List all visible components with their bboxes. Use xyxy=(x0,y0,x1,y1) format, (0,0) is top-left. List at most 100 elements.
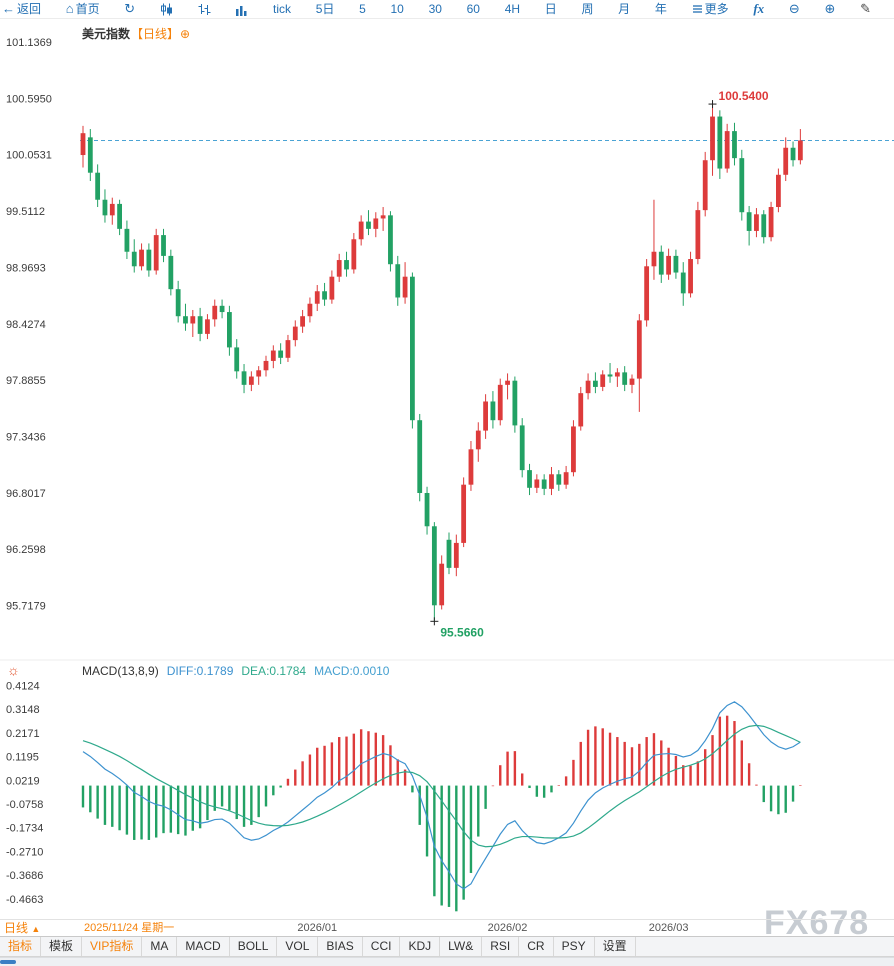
svg-text:96.2598: 96.2598 xyxy=(6,544,46,556)
candle-body xyxy=(146,249,152,271)
add-indicator-icon[interactable]: ⊕ xyxy=(180,26,191,41)
period-tick-button[interactable]: tick xyxy=(273,2,292,16)
tab-macd[interactable]: MACD xyxy=(177,937,230,956)
tab-ma[interactable]: MA xyxy=(142,937,178,956)
tab-kdj[interactable]: KDJ xyxy=(400,937,441,956)
svg-text:95.7179: 95.7179 xyxy=(6,601,46,613)
macd-bar xyxy=(572,759,575,786)
scrollbar-thumb[interactable] xyxy=(0,960,16,964)
chart-canvas[interactable]: 100.5400 95.5660 101.1369 100.5950 100.0531 9… xyxy=(0,18,894,920)
macd-bar xyxy=(564,776,568,786)
candle-body xyxy=(388,215,393,265)
candle-body xyxy=(395,264,401,298)
period-4hour-button[interactable]: 4H xyxy=(504,2,521,16)
period-10min-button[interactable]: 10 xyxy=(390,2,404,16)
tab-cci[interactable]: CCI xyxy=(363,937,401,956)
candle-body xyxy=(783,147,789,175)
svg-text:99.5112: 99.5112 xyxy=(6,206,45,218)
macd-bar xyxy=(762,785,765,803)
candle-body xyxy=(139,249,144,267)
bottom-scrollbar-track xyxy=(0,957,894,966)
period-5min-button[interactable]: 5 xyxy=(359,2,366,16)
formula-button[interactable]: fx xyxy=(753,1,765,16)
indicator-settings-icon[interactable]: ☼ xyxy=(7,662,20,678)
macd-bar xyxy=(418,785,421,825)
zoom-out-button[interactable]: ⊖ xyxy=(789,0,800,18)
candle-body xyxy=(153,235,159,271)
ohlc-style-button[interactable] xyxy=(198,3,211,16)
x-axis-month-label: 2026/03 xyxy=(648,922,689,934)
period-60min-button[interactable]: 60 xyxy=(466,2,480,16)
toolbar-items: ← 返回 ⌂ 首页 ↻ tick 5日 5 10 30 60 4H 日 周 月 年 更多 fx ⊖ ⊕ ✎ xyxy=(0,0,894,18)
macd-bar xyxy=(623,741,626,786)
macd-bar xyxy=(264,785,268,807)
macd-bar xyxy=(345,736,348,786)
macd-diff-line xyxy=(82,701,801,890)
candle-body xyxy=(578,393,584,427)
candle-body xyxy=(263,360,269,371)
period-5day-button[interactable]: 5日 xyxy=(315,2,335,16)
macd-bar xyxy=(645,737,648,786)
candle-body xyxy=(234,347,240,372)
back-button[interactable]: ← 返回 xyxy=(2,1,42,16)
macd-bar xyxy=(542,785,546,798)
tab-templates[interactable]: 模板 xyxy=(41,937,83,956)
macd-bar xyxy=(521,773,524,786)
macd-bar xyxy=(118,785,121,831)
histogram-style-button[interactable] xyxy=(235,3,248,16)
candle-body xyxy=(746,212,752,231)
home-button[interactable]: ⌂ 首页 xyxy=(65,1,100,16)
candle-body xyxy=(117,203,122,229)
tab-settings[interactable]: 设置 xyxy=(595,937,636,956)
candle-body xyxy=(322,291,327,300)
macd-bar xyxy=(674,755,678,786)
candle-body xyxy=(453,542,459,568)
period-year-button[interactable]: 年 xyxy=(654,2,667,16)
candle-body xyxy=(797,140,803,161)
tab-rsi[interactable]: RSI xyxy=(482,937,520,956)
tab-bias[interactable]: BIAS xyxy=(318,937,363,956)
svg-text:97.8855: 97.8855 xyxy=(6,375,46,387)
more-button[interactable]: 更多 xyxy=(692,0,729,18)
period-dropdown-arrow: ▲ xyxy=(31,924,41,934)
macd-bar xyxy=(799,785,802,786)
macd-bar xyxy=(528,785,531,789)
candle-body xyxy=(344,260,349,270)
macd-histogram xyxy=(81,715,802,912)
tab-boll[interactable]: BOLL xyxy=(230,937,278,956)
tab-indicators[interactable]: 指标 xyxy=(0,937,42,956)
candle-body xyxy=(190,316,196,324)
tab-lw[interactable]: LW& xyxy=(440,937,483,956)
candle-body xyxy=(512,380,518,426)
refresh-button[interactable]: ↻ xyxy=(124,0,135,18)
period-day-button[interactable]: 日 xyxy=(544,2,557,16)
candle-body xyxy=(109,203,115,216)
candlestick-style-button[interactable] xyxy=(160,3,173,16)
macd-bar xyxy=(433,785,436,897)
chart-title-row: 美元指数 【日线】 ⊕ xyxy=(82,25,190,42)
candle-body xyxy=(607,374,613,377)
macd-bar xyxy=(513,751,517,786)
tab-psy[interactable]: PSY xyxy=(554,937,595,956)
svg-text:101.1369: 101.1369 xyxy=(6,37,52,49)
candle-body xyxy=(541,479,547,489)
macd-bar xyxy=(191,785,194,831)
period-month-button[interactable]: 月 xyxy=(618,2,631,16)
zoom-in-button[interactable]: ⊕ xyxy=(824,0,835,18)
period-week-button[interactable]: 周 xyxy=(581,2,594,16)
refresh-icon: ↻ xyxy=(124,1,136,16)
candle-body xyxy=(402,276,408,298)
tab-cr[interactable]: CR xyxy=(519,937,554,956)
candle-body xyxy=(270,350,276,361)
candle-body xyxy=(292,326,298,341)
period-selector[interactable]: 日线 ▲ xyxy=(4,920,40,937)
candle-body xyxy=(776,174,781,208)
candle-body xyxy=(314,291,320,304)
tab-vol[interactable]: VOL xyxy=(277,937,319,956)
svg-text:97.3436: 97.3436 xyxy=(6,431,46,443)
candle-body xyxy=(124,228,130,252)
macd-bar xyxy=(89,785,92,813)
tab-vip-indicators[interactable]: VIP指标 xyxy=(82,937,143,956)
period-30min-button[interactable]: 30 xyxy=(428,2,442,16)
draw-pen-button[interactable]: ✎ xyxy=(860,0,871,18)
